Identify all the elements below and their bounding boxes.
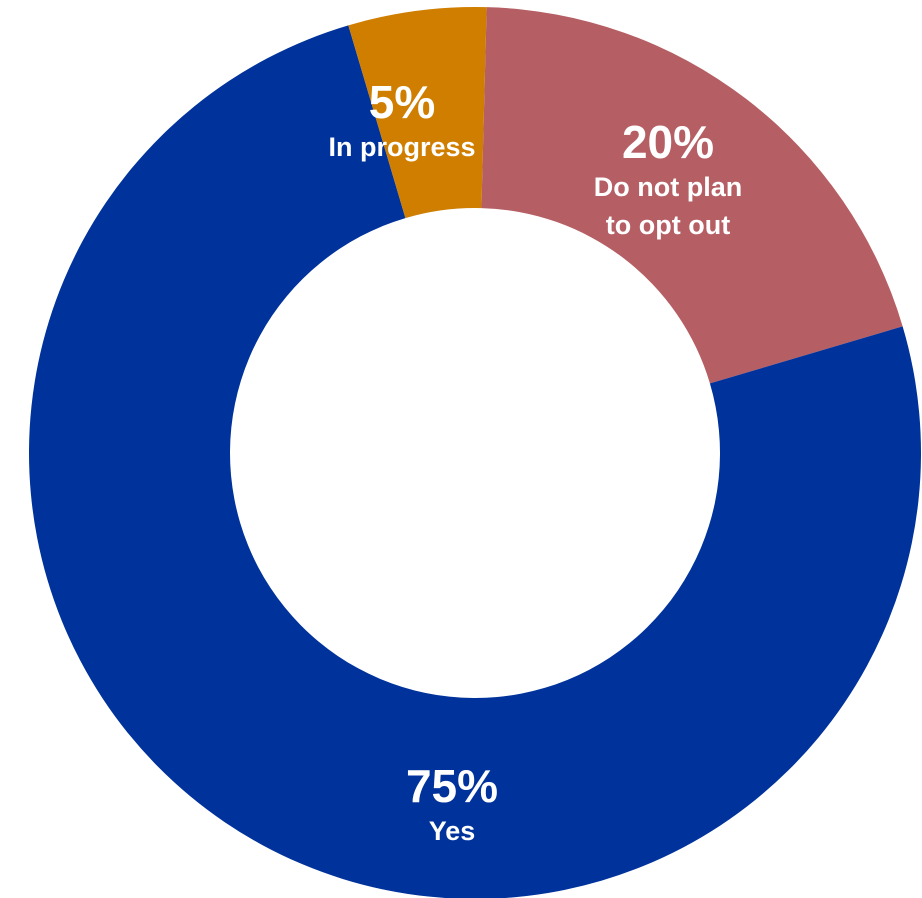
slice-do-not-plan-to-opt-out: [481, 7, 903, 384]
slice-yes: [29, 25, 921, 898]
slice-value-label-yes: 75%: [406, 760, 498, 812]
slice-category-label-do-not-plan-line2: to opt out: [606, 210, 730, 240]
slice-value-label-do-not-plan: 20%: [622, 116, 714, 168]
slice-category-label-yes: Yes: [429, 816, 476, 846]
slice-in-progress: [348, 7, 487, 219]
slice-category-label-in-progress: In progress: [328, 132, 475, 162]
labels-layer: 20% Do not plan to opt out 75% Yes 5% In…: [328, 76, 742, 846]
slice-value-label-in-progress: 5%: [369, 76, 435, 128]
slice-category-label-do-not-plan-line1: Do not plan: [594, 172, 742, 202]
slices-layer: [29, 7, 921, 898]
